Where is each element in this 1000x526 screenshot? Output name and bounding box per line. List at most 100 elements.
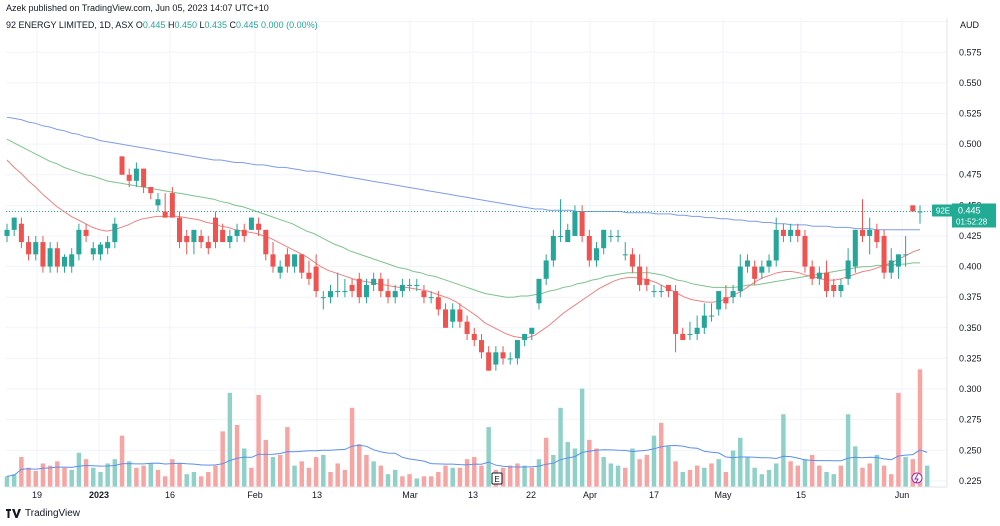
candle — [543, 254, 549, 285]
candle-body — [378, 278, 384, 292]
volume-bar — [924, 465, 930, 487]
close-label: C — [230, 20, 237, 30]
candle — [845, 248, 851, 285]
time-tick-label: Mar — [402, 490, 418, 500]
candle — [471, 327, 477, 347]
time-tick-label: 16 — [165, 490, 175, 500]
candle-body — [615, 235, 621, 237]
volume-bar — [443, 465, 448, 487]
symbol-tag-label: 92E — [936, 206, 950, 215]
candle-body — [421, 291, 427, 298]
volume-bar — [903, 457, 908, 487]
candle — [371, 272, 377, 292]
volume-bar — [342, 469, 348, 487]
volume-bar — [220, 431, 225, 487]
candle — [356, 272, 362, 304]
grid — [6, 18, 947, 487]
volume-bar — [400, 476, 405, 487]
volume-bar — [745, 457, 750, 487]
volume-bar — [292, 465, 297, 487]
candle — [399, 278, 405, 298]
candle-body — [162, 211, 168, 218]
tradingview-brand[interactable]: TradingView — [6, 508, 80, 519]
volume-bar — [680, 472, 685, 487]
candle-body — [155, 199, 161, 206]
candle-body — [227, 235, 233, 243]
price-tick-label: 0.400 — [959, 262, 982, 272]
candle — [601, 229, 607, 255]
volume-bar — [651, 435, 657, 487]
volume-bar — [277, 454, 283, 487]
high-value: 0.450 — [174, 20, 199, 30]
volume-bar — [83, 459, 89, 487]
currency-label: AUD — [960, 20, 980, 30]
candle — [500, 346, 506, 365]
volume-bar — [155, 469, 161, 487]
candle-body — [385, 291, 391, 298]
candle — [558, 199, 564, 243]
volume-bar — [378, 465, 384, 487]
candle-body — [414, 284, 420, 286]
candle — [61, 254, 68, 273]
candle-body — [33, 242, 39, 255]
volume-ma-line — [6, 444, 928, 477]
candle — [780, 223, 786, 243]
volume-bar — [321, 454, 326, 487]
candle-body — [234, 229, 240, 236]
candle-body — [478, 340, 484, 353]
volume-bar — [11, 474, 17, 487]
volume-bar — [615, 465, 621, 487]
volume-bar — [565, 442, 570, 487]
candle-body — [256, 223, 262, 230]
close-value: 0.445 — [236, 20, 261, 30]
candle — [550, 229, 556, 267]
volume-bar — [299, 461, 304, 487]
candle-body — [759, 266, 765, 273]
candle — [40, 235, 46, 273]
candle-body — [177, 217, 183, 243]
candle-body — [299, 254, 305, 273]
candle — [687, 321, 693, 341]
candle-body — [558, 235, 564, 237]
volume-bar — [242, 448, 247, 487]
price-tick-label: 0.500 — [959, 139, 982, 149]
candle — [47, 242, 53, 273]
volume-bar — [587, 439, 592, 487]
candle — [816, 266, 822, 285]
volume-bar — [709, 463, 714, 487]
volume-bar — [795, 465, 801, 487]
candle-body — [248, 217, 254, 230]
time-tick-label: 15 — [796, 490, 806, 500]
candle — [766, 254, 772, 273]
candle — [917, 205, 923, 224]
volume-bar — [184, 474, 189, 487]
candle — [874, 223, 880, 249]
volume-bar — [33, 470, 38, 487]
candle — [313, 254, 319, 298]
candle — [859, 199, 866, 243]
candle-body — [910, 205, 916, 212]
candle-body — [651, 291, 657, 293]
candle — [126, 168, 132, 187]
candle — [450, 303, 456, 328]
volume-bar — [788, 461, 793, 487]
candle-body — [363, 284, 369, 298]
candle — [248, 217, 254, 230]
candle-body — [198, 235, 204, 243]
candle — [752, 260, 758, 285]
candle — [263, 229, 269, 261]
volume-bar — [256, 394, 261, 487]
candle-body — [306, 272, 312, 279]
candle — [256, 217, 262, 236]
price-tick-label: 0.575 — [959, 47, 982, 57]
candle-body — [867, 229, 873, 236]
candle-body — [320, 297, 326, 299]
volume-bar — [874, 454, 880, 487]
candle — [385, 278, 391, 304]
candle-body — [773, 229, 779, 261]
candle — [658, 284, 664, 298]
price-tick-label: 0.525 — [959, 109, 982, 119]
candle-body — [709, 315, 715, 317]
candle — [148, 186, 154, 200]
